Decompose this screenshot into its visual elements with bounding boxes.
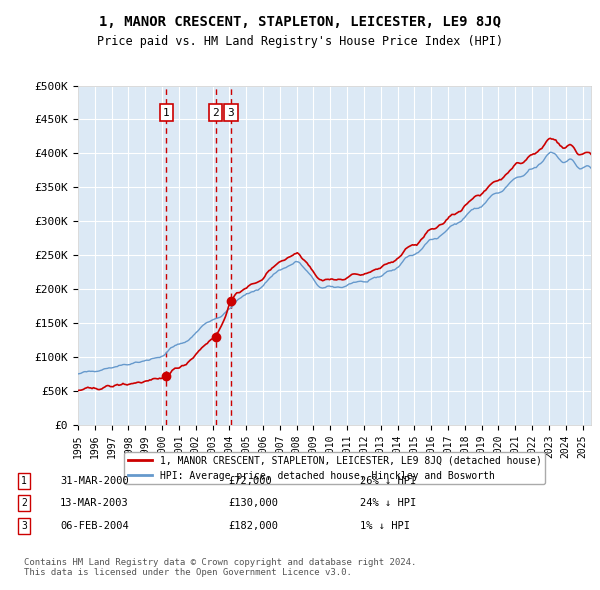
Text: 1, MANOR CRESCENT, STAPLETON, LEICESTER, LE9 8JQ: 1, MANOR CRESCENT, STAPLETON, LEICESTER,… xyxy=(99,15,501,29)
Text: Contains HM Land Registry data © Crown copyright and database right 2024.
This d: Contains HM Land Registry data © Crown c… xyxy=(24,558,416,577)
Text: 31-MAR-2000: 31-MAR-2000 xyxy=(60,476,129,486)
Text: 1% ↓ HPI: 1% ↓ HPI xyxy=(360,521,410,530)
Text: 2: 2 xyxy=(21,499,27,508)
Legend: 1, MANOR CRESCENT, STAPLETON, LEICESTER, LE9 8JQ (detached house), HPI: Average : 1, MANOR CRESCENT, STAPLETON, LEICESTER,… xyxy=(124,452,545,484)
Text: 06-FEB-2004: 06-FEB-2004 xyxy=(60,521,129,530)
Text: 3: 3 xyxy=(227,108,234,117)
Text: Price paid vs. HM Land Registry's House Price Index (HPI): Price paid vs. HM Land Registry's House … xyxy=(97,35,503,48)
Text: £130,000: £130,000 xyxy=(228,499,278,508)
Text: 24% ↓ HPI: 24% ↓ HPI xyxy=(360,499,416,508)
Text: 1: 1 xyxy=(163,108,170,117)
Text: 3: 3 xyxy=(21,521,27,530)
Text: 2: 2 xyxy=(212,108,219,117)
Text: £72,000: £72,000 xyxy=(228,476,272,486)
Text: 1: 1 xyxy=(21,476,27,486)
Text: 13-MAR-2003: 13-MAR-2003 xyxy=(60,499,129,508)
Text: £182,000: £182,000 xyxy=(228,521,278,530)
Text: 26% ↓ HPI: 26% ↓ HPI xyxy=(360,476,416,486)
